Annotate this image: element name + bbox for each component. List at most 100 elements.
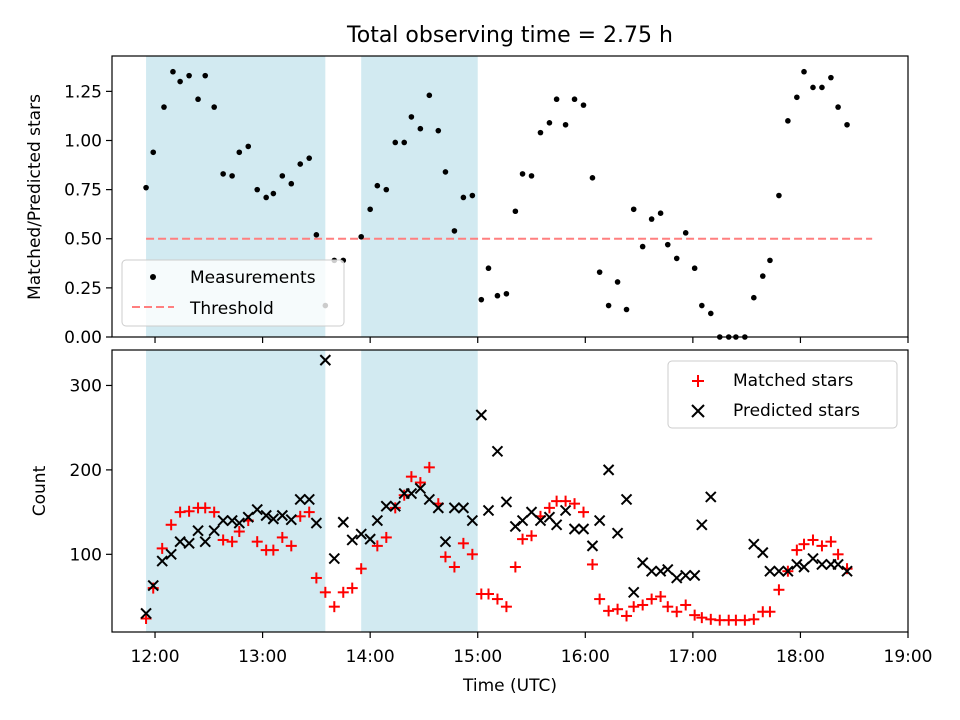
measurement-point xyxy=(161,104,167,110)
matched-star-point xyxy=(319,586,331,598)
predicted-star-point xyxy=(534,514,547,527)
measurement-point xyxy=(664,241,671,248)
measurement-point xyxy=(571,96,578,103)
predicted-star-point xyxy=(577,523,590,535)
measurement-point xyxy=(374,182,381,189)
matched-star-point xyxy=(310,572,322,584)
matched-star-point xyxy=(689,609,701,621)
matched-star-point xyxy=(655,591,667,603)
measurement-point xyxy=(442,169,449,175)
measurement-point xyxy=(202,72,209,79)
x-axis-label: Time (UTC) xyxy=(462,676,557,696)
predicted-star-point xyxy=(764,565,776,577)
matched-star-point xyxy=(594,593,606,605)
predicted-star-point xyxy=(475,409,488,421)
measurement-point xyxy=(245,143,252,150)
predicted-star-point xyxy=(482,504,495,517)
bottom-y-ticks: 100 200 300 xyxy=(70,376,112,565)
legend-matched-label: Matched stars xyxy=(733,371,853,391)
predicted-star-point xyxy=(432,502,444,514)
measurement-point xyxy=(562,121,569,128)
predicted-star-point xyxy=(791,558,803,571)
predicted-star-point xyxy=(414,482,427,495)
matched-star-point xyxy=(398,489,410,501)
predicted-star-point xyxy=(233,517,245,529)
top-y-ticks: 0.00 0.25 0.50 0.75 1.00 1.25 xyxy=(64,82,112,348)
predicted-star-point xyxy=(757,546,769,559)
measurement-point xyxy=(623,306,630,313)
matched-star-point xyxy=(773,584,785,596)
predicted-star-point xyxy=(611,527,624,539)
predicted-star-point xyxy=(841,565,853,577)
predicted-star-point xyxy=(550,519,563,531)
predicted-star-point xyxy=(303,493,315,506)
legend-matched-marker xyxy=(692,375,704,387)
matched-star-point xyxy=(500,601,512,613)
legend-predicted-label: Predicted stars xyxy=(733,401,860,421)
matched-star-point xyxy=(199,502,211,514)
top-legend-box xyxy=(121,259,345,327)
measurement-point xyxy=(451,228,458,234)
figure-title: Total observing time = 2.75 h xyxy=(346,23,673,48)
measurement-point xyxy=(810,84,816,91)
top-legend: Measurements Threshold xyxy=(121,259,345,327)
bottom-legend-box xyxy=(667,360,898,429)
matched-star-point xyxy=(328,601,340,613)
matched-star-point xyxy=(560,495,572,507)
predicted-star-point xyxy=(319,354,332,366)
predicted-star-point xyxy=(423,493,436,506)
measurement-point xyxy=(707,310,714,317)
measurement-point xyxy=(313,232,320,238)
measurement-point xyxy=(367,206,373,213)
matched-star-point xyxy=(646,593,658,605)
predicted-star-point xyxy=(147,579,159,592)
matched-star-point xyxy=(543,502,555,514)
measurement-point xyxy=(512,208,519,215)
measurement-point xyxy=(236,149,243,156)
matched-star-point xyxy=(517,533,529,545)
measurement-point xyxy=(844,121,850,128)
measurement-point xyxy=(819,84,825,91)
measurement-point xyxy=(229,173,235,179)
measurement-point xyxy=(177,78,183,85)
predicted-star-point xyxy=(208,524,220,537)
measurement-point xyxy=(469,192,476,199)
measurement-point xyxy=(580,102,587,108)
x-tick-label: 19:00 xyxy=(884,647,933,667)
predicted-star-point xyxy=(405,487,418,500)
predicted-star-point xyxy=(140,607,152,620)
matched-star-point xyxy=(355,563,367,575)
predicted-star-point xyxy=(260,509,272,522)
matched-star-point xyxy=(208,506,220,518)
matched-star-point xyxy=(586,558,598,570)
predicted-star-point xyxy=(466,514,479,527)
matched-star-point xyxy=(569,498,581,510)
predicted-star-point xyxy=(645,565,658,577)
matched-star-point xyxy=(748,613,760,625)
measurement-point xyxy=(392,139,399,146)
predicted-star-point xyxy=(217,514,229,527)
x-tick-label: 12:00 xyxy=(131,647,180,667)
measurement-point xyxy=(553,96,560,103)
measurement-point xyxy=(528,173,535,179)
predicted-star-point xyxy=(328,552,341,565)
measurement-point xyxy=(639,243,646,250)
matched-star-point xyxy=(226,536,238,548)
measurement-point xyxy=(279,173,286,179)
legend-measurements-label: Measurements xyxy=(190,268,316,288)
y-tick-label: 100 xyxy=(70,545,102,565)
matched-star-point xyxy=(798,538,810,550)
y-tick-label: 1.00 xyxy=(64,131,102,151)
matched-star-point xyxy=(448,561,460,573)
measurement-point xyxy=(589,175,596,181)
x-tick-label: 15:00 xyxy=(453,647,502,667)
top-y-axis-label: Matched/Predicted stars xyxy=(25,94,45,300)
predicted-star-point xyxy=(662,563,674,576)
bottom-plot-frame xyxy=(111,349,909,633)
measurement-point xyxy=(143,184,149,191)
matched-star-point xyxy=(285,540,297,552)
matched-star-point xyxy=(466,548,478,560)
predicted-star-point xyxy=(165,548,177,561)
measurement-point xyxy=(460,194,467,201)
